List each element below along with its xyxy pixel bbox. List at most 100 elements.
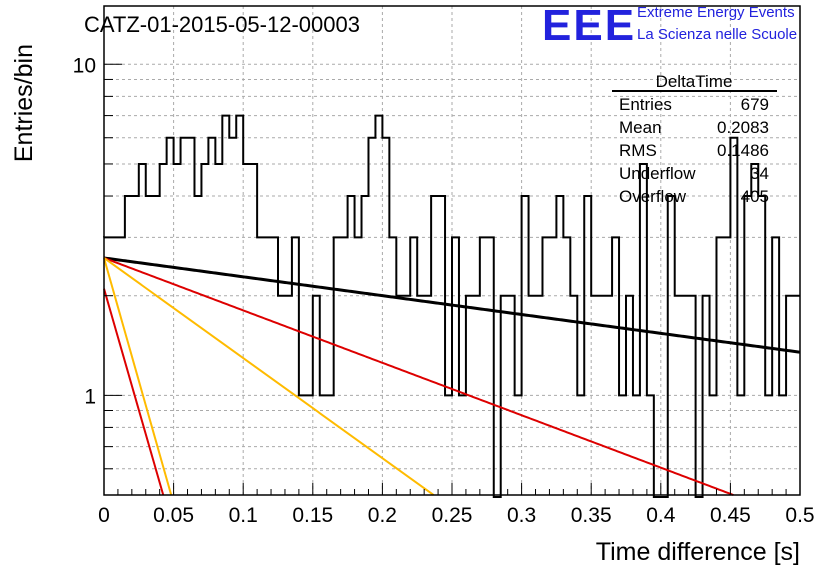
stats-value-overflow: 405 xyxy=(741,187,769,206)
histogram-bin xyxy=(542,237,549,495)
x-tick-label: 0.5 xyxy=(785,504,814,527)
histogram-bin xyxy=(584,196,591,495)
histogram-bin xyxy=(570,296,577,495)
histogram-bin xyxy=(410,237,417,495)
stats-label-mean: Mean xyxy=(619,118,662,137)
histogram-bin xyxy=(730,138,737,495)
stats-label-entries: Entries xyxy=(619,95,672,114)
histogram-bin xyxy=(424,296,431,495)
histogram-bin xyxy=(208,138,215,495)
histogram-bin xyxy=(341,237,348,495)
histogram-bin xyxy=(264,237,271,495)
histogram-bin xyxy=(355,237,362,495)
histogram-bin xyxy=(710,395,717,495)
histogram-line xyxy=(103,114,800,498)
histogram-bin xyxy=(188,138,195,495)
histogram-bin xyxy=(633,395,640,495)
stats-value-mean: 0.2083 xyxy=(717,118,769,137)
histogram-bin xyxy=(174,164,181,495)
x-tick-label: 0 xyxy=(98,504,110,527)
histogram-bin xyxy=(556,196,563,495)
histogram-bin xyxy=(563,237,570,495)
x-tick-label: 0.25 xyxy=(432,504,473,527)
histogram-bin xyxy=(118,237,125,495)
histogram-bin xyxy=(417,296,424,495)
histogram-bin xyxy=(689,296,696,495)
histogram-bin xyxy=(243,164,250,495)
y-axis-label: Entries/bin xyxy=(10,44,38,162)
histogram-bin xyxy=(612,237,619,495)
histogram-bin xyxy=(139,164,146,495)
fit-curve-3 xyxy=(103,288,165,496)
histogram-bin xyxy=(194,196,201,495)
histogram-bin xyxy=(716,237,723,495)
histogram-bin xyxy=(320,395,327,495)
histogram-bin xyxy=(779,395,786,495)
histogram-bin xyxy=(515,395,522,495)
histogram-bin xyxy=(772,237,779,495)
fit-curves-layer xyxy=(103,256,801,496)
y-tick-label: 10 xyxy=(73,54,96,77)
histogram-bin xyxy=(501,296,508,495)
x-tick-label: 0.3 xyxy=(507,504,536,527)
histogram-bin xyxy=(229,138,236,495)
histogram-bin xyxy=(675,296,682,495)
x-tick-label: 0.45 xyxy=(710,504,751,527)
histogram-bin xyxy=(215,164,222,495)
stats-box: DeltaTime Entries 679 Mean 0.2083 RMS 0.… xyxy=(612,72,777,206)
histogram-bin xyxy=(368,138,375,495)
histogram-bin xyxy=(146,196,153,495)
axes xyxy=(103,5,801,496)
x-tick-label: 0.4 xyxy=(646,504,676,527)
fit-curve-0 xyxy=(103,256,801,354)
histogram-bin xyxy=(167,138,174,495)
stats-label-underflow: Underflow xyxy=(619,164,696,183)
histogram-bin xyxy=(647,395,654,495)
histogram-bin xyxy=(362,196,369,495)
logo-line-1: Extreme Energy Events xyxy=(637,4,795,21)
logo-line-2: La Scienza nelle Scuole xyxy=(637,26,797,43)
x-tick-label: 0.35 xyxy=(571,504,612,527)
histogram-bin xyxy=(236,116,243,495)
histogram-bin xyxy=(382,138,389,495)
x-tick-label: 0.15 xyxy=(292,504,333,527)
stats-value-underflow: 34 xyxy=(750,164,769,183)
histogram-bin xyxy=(487,237,494,495)
histogram-bin xyxy=(396,296,403,495)
histogram-bin xyxy=(375,116,382,495)
histogram-bin xyxy=(508,296,515,495)
histogram-bin xyxy=(459,395,466,495)
x-tick-label: 0.05 xyxy=(153,504,194,527)
histogram-bin xyxy=(626,296,633,495)
histogram-bin xyxy=(257,237,264,495)
histogram-bin xyxy=(723,237,730,495)
x-tick-label: 0.2 xyxy=(368,504,397,527)
histogram-bin xyxy=(431,196,438,495)
stats-label-rms: RMS xyxy=(619,141,657,160)
stats-value-rms: 0.1486 xyxy=(717,141,769,160)
histogram-bin xyxy=(403,296,410,495)
histogram-bin xyxy=(111,237,118,495)
stats-label-overflow: Overflow xyxy=(619,187,687,206)
histogram-bin xyxy=(765,395,772,495)
histogram-layer xyxy=(103,114,800,498)
histogram-bin xyxy=(160,164,167,495)
histogram-bin xyxy=(271,237,278,495)
histogram-bin xyxy=(529,296,536,495)
x-axis-label: Time difference [s] xyxy=(596,538,800,566)
y-tick-label: 1 xyxy=(84,385,96,408)
histogram-bin xyxy=(577,395,584,495)
fit-curve-2 xyxy=(103,257,435,496)
stats-title: DeltaTime xyxy=(656,72,733,91)
histogram-bin xyxy=(334,237,341,495)
histogram-bin xyxy=(313,296,320,495)
histogram-bin xyxy=(536,296,543,495)
histogram-bin xyxy=(668,196,675,495)
histogram-bin xyxy=(132,196,139,495)
histogram-bin xyxy=(549,237,556,495)
histogram-bin xyxy=(751,164,758,495)
histogram-bin xyxy=(438,196,445,495)
tick-labels: 0 0.05 0.1 0.15 0.2 0.25 0.3 0.35 0.4 0.45 0.5 1 10 xyxy=(73,54,815,527)
fit-curve-4 xyxy=(103,257,173,496)
